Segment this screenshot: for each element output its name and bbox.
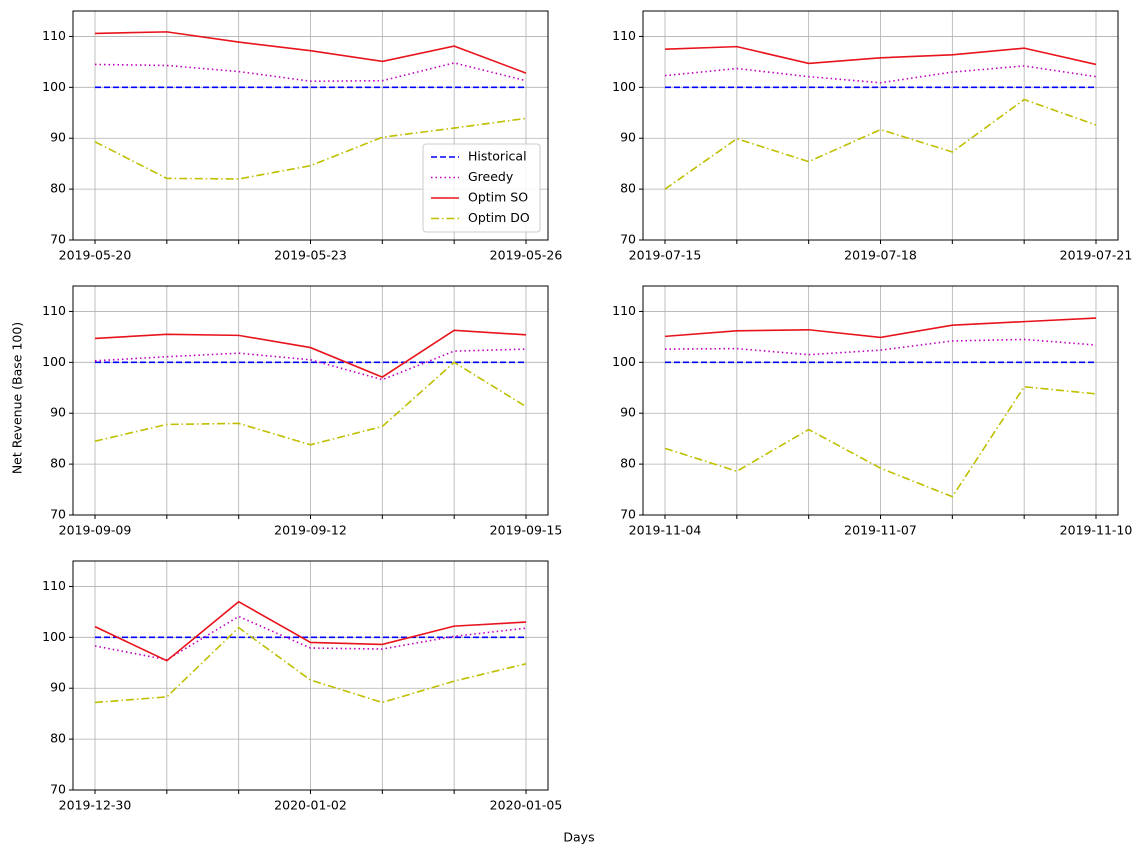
y-tick-label: 90 (50, 405, 66, 420)
y-tick-label: 90 (50, 130, 66, 145)
legend-label: Optim DO (468, 210, 530, 225)
y-tick-label: 80 (50, 181, 66, 196)
series-line (94, 117, 527, 180)
axes-frame (72, 285, 549, 516)
y-tick-label: 70 (50, 782, 66, 797)
series-line (664, 45, 1097, 66)
y-tick-label: 100 (612, 79, 636, 94)
series-line (94, 361, 527, 446)
y-tick-label: 70 (50, 507, 66, 522)
y-tick-label: 80 (620, 456, 636, 471)
x-tick-label: 2019-12-30 (59, 798, 132, 813)
y-tick-label: 80 (50, 731, 66, 746)
series-line (664, 98, 1097, 190)
axes-frame (72, 10, 549, 241)
y-tick-label: 70 (620, 507, 636, 522)
x-tick-label: 2019-07-15 (629, 248, 702, 263)
x-tick-label: 2020-01-05 (490, 798, 563, 813)
y-tick-label: 90 (620, 130, 636, 145)
x-tick-label: 2019-11-04 (629, 523, 702, 538)
x-tick-label: 2019-09-12 (274, 523, 347, 538)
series-line (664, 338, 1097, 356)
y-tick-label: 110 (612, 28, 636, 43)
axes-frame (642, 285, 1119, 516)
y-tick-label: 110 (612, 303, 636, 318)
x-axis-label: Days (563, 830, 594, 845)
series-line (94, 329, 527, 378)
y-tick-label: 70 (50, 232, 66, 247)
y-tick-label: 100 (612, 354, 636, 369)
series-line (664, 317, 1097, 339)
series-line (94, 626, 527, 704)
x-tick-label: 2020-01-02 (274, 798, 347, 813)
x-tick-label: 2019-11-10 (1060, 523, 1133, 538)
series-line (94, 31, 527, 74)
x-tick-label: 2019-05-20 (59, 248, 132, 263)
y-tick-label: 90 (50, 680, 66, 695)
x-tick-label: 2019-11-07 (844, 523, 917, 538)
legend-label: Historical (468, 149, 527, 164)
series-line (94, 600, 527, 662)
x-tick-label: 2019-09-09 (59, 523, 132, 538)
series-line (94, 348, 527, 381)
axes-frame (72, 560, 549, 791)
y-tick-label: 80 (620, 181, 636, 196)
series-line (664, 65, 1097, 84)
axes-frame (642, 10, 1119, 241)
x-tick-label: 2019-05-23 (274, 248, 347, 263)
y-tick-label: 100 (42, 354, 66, 369)
y-tick-label: 100 (42, 79, 66, 94)
x-tick-label: 2019-09-15 (490, 523, 563, 538)
legend-label: Greedy (468, 169, 514, 184)
y-tick-label: 110 (42, 578, 66, 593)
y-tick-label: 100 (42, 629, 66, 644)
x-tick-label: 2019-05-26 (490, 248, 563, 263)
x-tick-label: 2019-07-18 (844, 248, 917, 263)
y-tick-label: 70 (620, 232, 636, 247)
y-tick-label: 110 (42, 303, 66, 318)
y-tick-label: 80 (50, 456, 66, 471)
y-tick-label: 110 (42, 28, 66, 43)
series-line (94, 62, 527, 83)
series-line (664, 385, 1097, 498)
y-axis-label: Net Revenue (Base 100) (10, 322, 25, 474)
x-tick-label: 2019-07-21 (1060, 248, 1133, 263)
legend-box (422, 143, 541, 233)
y-tick-label: 90 (620, 405, 636, 420)
legend-label: Optim SO (468, 190, 528, 205)
